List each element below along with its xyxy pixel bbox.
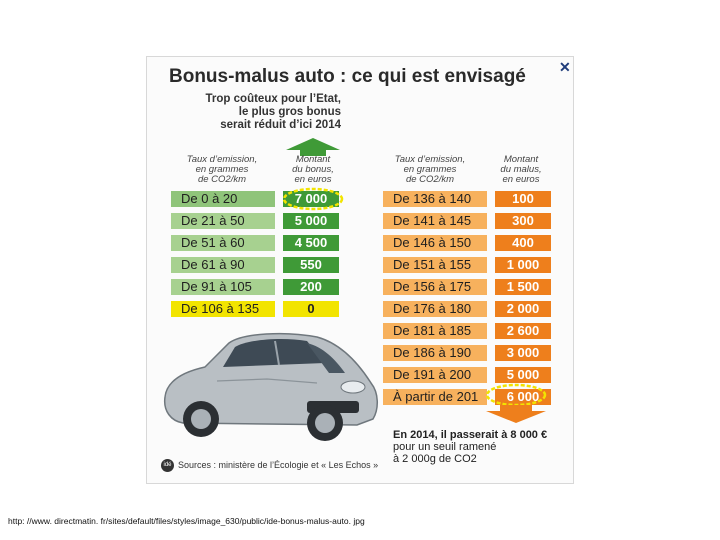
malus-amount: 5 000: [495, 367, 551, 383]
malus-amount: 2 000: [495, 301, 551, 317]
malus-range: De 186 à 190: [383, 345, 487, 361]
down-arrow-icon: [486, 405, 546, 423]
malus-range: De 181 à 185: [383, 323, 487, 339]
bonus-amount: 7 000: [283, 191, 339, 207]
malus-range: De 156 à 175: [383, 279, 487, 295]
bonus-amount: 550: [283, 257, 339, 273]
bonus-range: De 0 à 20: [171, 191, 275, 207]
bonus-range: De 61 à 90: [171, 257, 275, 273]
malus-amount: 300: [495, 213, 551, 229]
bonus-range: De 21 à 50: [171, 213, 275, 229]
malus-amount: 3 000: [495, 345, 551, 361]
bonus-amount: 0: [283, 301, 339, 317]
car-illustration: [163, 332, 378, 441]
emission-header-right: Taux d’emission, en grammes de CO2/km: [394, 154, 466, 185]
malus-amount: 2 600: [495, 323, 551, 339]
malus-highlight-circle: [485, 383, 547, 407]
infographic-subtitle: Trop coûteux pour l’Etat, le plus gros b…: [157, 93, 341, 132]
malus-range: De 151 à 155: [383, 257, 487, 273]
malus-amount: 1 500: [495, 279, 551, 295]
malus-range: De 136 à 140: [383, 191, 487, 207]
note-2014: En 2014, il passerait à 8 000 € pour un …: [393, 429, 548, 465]
bonus-range: De 51 à 60: [171, 235, 275, 251]
subtitle-line-1: Trop coûteux pour l’Etat,: [205, 93, 341, 105]
bonus-range: De 91 à 105: [171, 279, 275, 295]
subtitle-line-2: le plus gros bonus: [238, 106, 341, 118]
malus-amount: 1 000: [495, 257, 551, 273]
sources-footer: idé Sources : ministère de l’Écologie et …: [161, 459, 378, 472]
emission-header-left: Taux d’emission, en grammes de CO2/km: [186, 154, 258, 185]
bonus-amount: 4 500: [283, 235, 339, 251]
malus-range: De 141 à 145: [383, 213, 487, 229]
bonus-amount: 200: [283, 279, 339, 295]
malus-header: Montant du malus, en euros: [500, 154, 542, 185]
bonus-amount: 5 000: [283, 213, 339, 229]
ide-logo: idé: [161, 459, 174, 472]
malus-range: À partir de 201: [383, 389, 487, 405]
malus-range: De 146 à 150: [383, 235, 487, 251]
malus-amount: 400: [495, 235, 551, 251]
subtitle-line-3: serait réduit d’ici 2014: [220, 119, 341, 131]
image-url-caption: http: //www. directmatin. fr/sites/defau…: [8, 516, 365, 526]
bonus-header: Montant du bonus, en euros: [292, 154, 334, 185]
malus-amount: 6 000: [495, 389, 551, 405]
malus-range: De 176 à 180: [383, 301, 487, 317]
up-arrow-icon: [286, 138, 340, 156]
sources-text: Sources : ministère de l’Écologie et « L…: [178, 459, 379, 470]
bonus-highlight-circle: [282, 187, 344, 211]
malus-range: De 191 à 200: [383, 367, 487, 383]
close-icon[interactable]: ✕: [559, 59, 571, 75]
infographic-title: Bonus-malus auto : ce qui est envisagé: [169, 66, 526, 87]
malus-amount: 100: [495, 191, 551, 207]
bonus-range: De 106 à 135: [171, 301, 275, 317]
infographic-image: ✕ Bonus-malus auto : ce qui est envisagé…: [146, 56, 574, 484]
